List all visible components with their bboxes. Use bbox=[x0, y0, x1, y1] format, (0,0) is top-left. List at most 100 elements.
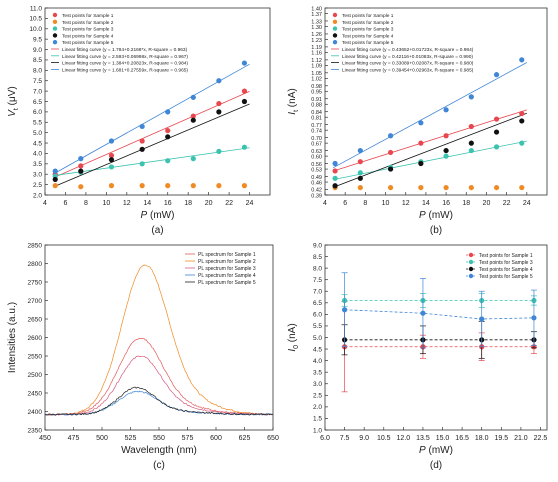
y-tick-label: 1.23 bbox=[311, 38, 322, 44]
data-point bbox=[468, 94, 474, 100]
data-point bbox=[190, 113, 196, 119]
y-tick-label: 11.0 bbox=[30, 5, 43, 12]
legend-label: Test points for Sample 2 bbox=[342, 20, 394, 26]
y-tick-label: 0.53 bbox=[311, 167, 322, 173]
y-tick-label: 0.60 bbox=[311, 154, 322, 160]
x-tick-label: 550 bbox=[153, 435, 165, 442]
y-tick-label: 0.95 bbox=[311, 90, 322, 96]
legend-label: Linear fitting curve (y = 1.681+0.27559x… bbox=[62, 67, 188, 73]
data-point bbox=[241, 98, 248, 105]
legend-label: Test points for Sample 5 bbox=[342, 40, 394, 46]
data-point bbox=[420, 310, 426, 316]
data-point bbox=[78, 156, 84, 162]
data-point bbox=[78, 163, 84, 169]
data-point bbox=[493, 72, 500, 78]
x-tick-label: 450 bbox=[39, 435, 51, 442]
y-axis-label: I0 (nA) bbox=[287, 323, 300, 351]
y-tick-label: 1.40 bbox=[311, 6, 322, 12]
y-tick-label: 5.5 bbox=[313, 323, 322, 330]
y-tick-label: 2650 bbox=[28, 316, 43, 323]
y-tick-label: 1.37 bbox=[311, 12, 322, 18]
y-tick-label: 3.5 bbox=[313, 369, 322, 376]
data-point bbox=[418, 120, 424, 126]
y-axis-label-group: Vt (μV) bbox=[7, 86, 20, 117]
data-point bbox=[190, 156, 196, 162]
data-point bbox=[108, 164, 115, 170]
y-tick-label: 0.63 bbox=[311, 149, 322, 155]
legend-marker bbox=[468, 273, 474, 279]
y-tick-label: 4.0 bbox=[33, 151, 42, 158]
y-tick-label: 9.5 bbox=[33, 36, 42, 43]
y-axis-label: Vt (μV) bbox=[7, 86, 20, 117]
x-tick-label: 15.0 bbox=[436, 435, 450, 442]
y-tick-label: 2500 bbox=[28, 372, 43, 379]
y-axis-label: It (nA) bbox=[287, 88, 300, 114]
panel-d-legend: Test points for Sample 1 Test points for … bbox=[466, 252, 533, 280]
y-tick-label: 0.56 bbox=[311, 162, 322, 168]
data-point bbox=[52, 168, 58, 174]
x-tick-label: 16.5 bbox=[455, 435, 469, 442]
data-point bbox=[241, 60, 248, 66]
data-point bbox=[468, 123, 474, 130]
data-point bbox=[139, 146, 145, 152]
data-point bbox=[216, 100, 222, 107]
x-tick-label: 9.0 bbox=[359, 435, 369, 442]
legend-label: Test points for Sample 1 bbox=[479, 253, 533, 259]
data-point bbox=[216, 148, 222, 154]
fit-line bbox=[332, 112, 527, 188]
data-point bbox=[443, 107, 449, 113]
y-tick-label: 0.91 bbox=[311, 97, 322, 103]
trend-line bbox=[344, 309, 534, 320]
legend-label: Test points for Sample 3 bbox=[62, 27, 114, 33]
x-tick-label: 600 bbox=[210, 435, 222, 442]
legend-label: Test points for Sample 5 bbox=[479, 274, 533, 280]
panel-b-marks bbox=[332, 57, 528, 191]
fit-line bbox=[53, 103, 250, 188]
x-tick-label: 18 bbox=[184, 200, 192, 207]
legend-marker bbox=[52, 26, 58, 31]
data-point bbox=[387, 166, 394, 172]
legend-label: PL spectrum for Sample 4 bbox=[198, 273, 256, 279]
panel-c-marks bbox=[44, 264, 274, 416]
y-tick-label: 7.0 bbox=[33, 88, 42, 95]
y-tick-label: 0.77 bbox=[311, 123, 322, 129]
data-point bbox=[241, 88, 248, 94]
data-point bbox=[216, 109, 222, 115]
y-tick-label: 9.0 bbox=[313, 242, 322, 249]
legend-marker bbox=[332, 26, 338, 31]
data-point bbox=[332, 175, 338, 181]
x-tick-label: 18 bbox=[462, 200, 470, 207]
x-tick-label: 19.5 bbox=[494, 435, 508, 442]
legend-label: Test points for Sample 4 bbox=[62, 33, 114, 39]
x-tick-label: 22.5 bbox=[534, 435, 548, 442]
data-point bbox=[468, 147, 474, 154]
y-tick-label: 1.05 bbox=[311, 71, 322, 77]
y-tick-label: 4.5 bbox=[313, 346, 322, 353]
y-tick-label: 6.5 bbox=[313, 300, 322, 307]
y-tick-label: 1.19 bbox=[311, 45, 322, 51]
y-tick-label: 0.74 bbox=[311, 128, 322, 134]
y-tick-label: 2.5 bbox=[33, 182, 42, 189]
data-point bbox=[493, 144, 500, 150]
y-tick-label: 1.02 bbox=[311, 77, 322, 83]
y-tick-label: 0.98 bbox=[311, 84, 322, 90]
x-tick-label: 625 bbox=[239, 435, 251, 442]
x-tick-label: 500 bbox=[96, 435, 108, 442]
data-point bbox=[216, 78, 222, 84]
data-point bbox=[78, 184, 84, 190]
panel-b-frame bbox=[324, 7, 548, 196]
y-tick-label: 1.33 bbox=[311, 19, 322, 25]
data-point bbox=[165, 183, 171, 189]
x-tick-label: 7.5 bbox=[340, 435, 350, 442]
data-point bbox=[479, 316, 485, 322]
data-point bbox=[241, 144, 248, 150]
data-point bbox=[387, 133, 394, 139]
y-tick-label: 0.84 bbox=[311, 110, 322, 116]
x-tick-label: 22 bbox=[503, 200, 511, 207]
data-point bbox=[332, 183, 338, 189]
x-tick-label: 22 bbox=[225, 200, 233, 207]
x-tick-label: 10.5 bbox=[377, 435, 391, 442]
x-tick-label: 20 bbox=[205, 200, 213, 207]
legend-label: PL spectrum for Sample 3 bbox=[198, 266, 256, 272]
